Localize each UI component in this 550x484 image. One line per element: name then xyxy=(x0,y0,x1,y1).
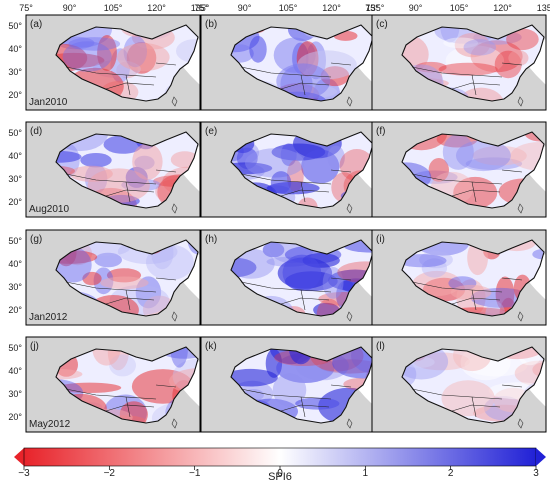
lon-tick-label: 135° xyxy=(191,3,210,13)
lon-tick-label: 105° xyxy=(279,3,298,13)
lat-tick-label: 30° xyxy=(8,282,22,292)
panel-letter: (l) xyxy=(376,341,385,352)
panel-frame xyxy=(371,14,547,111)
panel-letter: (b) xyxy=(205,19,217,30)
map-panel: (e) xyxy=(200,121,376,218)
lat-tick-label: 50° xyxy=(8,128,22,138)
lat-tick-label: 50° xyxy=(8,236,22,246)
panel-letter: (h) xyxy=(205,234,217,245)
lon-tick-label: 135° xyxy=(537,3,550,13)
colorbar-tick-label: −2 xyxy=(104,468,116,479)
panel-letter: (j) xyxy=(30,341,39,352)
panel-letter: (k) xyxy=(205,341,217,352)
panel-letter: (g) xyxy=(30,234,42,245)
panel-date: Jan2012 xyxy=(29,312,68,323)
lat-tick-label: 40° xyxy=(8,366,22,376)
panel-frame xyxy=(371,121,547,218)
colorbar-tick-label: 3 xyxy=(533,468,539,479)
lon-tick-label: 75° xyxy=(19,3,33,13)
colorbar-tick-label: −3 xyxy=(18,468,30,479)
panel-frame xyxy=(25,229,201,326)
panel-letter: (e) xyxy=(205,126,217,137)
lon-tick-label: 75° xyxy=(194,3,208,13)
panel-frame xyxy=(371,336,547,433)
map-panel: (g) Jan2012 50° 40° 30° 20° xyxy=(8,229,201,326)
panel-date: Jan2010 xyxy=(29,97,68,108)
lat-tick-label: 20° xyxy=(8,305,22,315)
lat-tick-label: 20° xyxy=(8,90,22,100)
lon-tick-label: 90° xyxy=(238,3,252,13)
lat-tick-label: 40° xyxy=(8,44,22,54)
panel-letter: (a) xyxy=(30,19,42,30)
map-panel: (f) xyxy=(371,121,547,218)
map-panel: (l) xyxy=(371,336,547,433)
colorbar-right-arrow xyxy=(536,448,546,466)
map-panel: (d) Aug2010 50° 40° 30° 20° xyxy=(8,121,201,218)
lon-tick-label: 120° xyxy=(322,3,341,13)
lat-tick-label: 20° xyxy=(8,197,22,207)
lat-tick-label: 40° xyxy=(8,151,22,161)
colorbar-tick-label: −1 xyxy=(189,468,201,479)
panel-date: May2012 xyxy=(29,419,71,430)
panel-frame xyxy=(371,229,547,326)
panel-letter: (d) xyxy=(30,126,42,137)
lon-tick-label: 90° xyxy=(409,3,423,13)
colorbar-tick-label: 2 xyxy=(448,468,454,479)
lon-tick-label: 75° xyxy=(365,3,379,13)
map-panel: (i) xyxy=(371,229,547,326)
panel-letter: (f) xyxy=(376,126,385,137)
panel-date: Aug2010 xyxy=(29,204,69,215)
map-panel: (a) Jan2010 75° 90° 105° 120° 135° 50° 40° 30° 20° xyxy=(8,3,210,111)
colorbar-left-arrow xyxy=(14,448,24,466)
lon-tick-label: 105° xyxy=(104,3,123,13)
map-panel: (c) 75° 90° 105° 120° 135° xyxy=(365,3,550,111)
colorbar: −3 −2 −1 0 1 2 3 SPI6 xyxy=(14,447,546,483)
map-panel: (k) xyxy=(200,336,376,433)
lat-tick-label: 30° xyxy=(8,174,22,184)
lon-tick-label: 120° xyxy=(493,3,512,13)
panel-letter: (c) xyxy=(376,19,388,30)
colorbar-label: SPI6 xyxy=(268,471,292,483)
panel-frame xyxy=(25,121,201,218)
lat-tick-label: 50° xyxy=(8,343,22,353)
lat-tick-label: 40° xyxy=(8,259,22,269)
lat-tick-label: 50° xyxy=(8,21,22,31)
lat-tick-label: 20° xyxy=(8,412,22,422)
lat-tick-label: 30° xyxy=(8,67,22,77)
lat-tick-label: 30° xyxy=(8,389,22,399)
map-panel: (h) xyxy=(200,229,376,326)
colorbar-tick-label: 0 xyxy=(277,468,283,479)
spi-field xyxy=(401,24,545,107)
map-panel: (j) May2012 50° 40° 30° 20° xyxy=(8,336,201,433)
colorbar-tick-label: 1 xyxy=(363,468,369,479)
lon-tick-label: 90° xyxy=(63,3,77,13)
map-panel: (b) 75° 90° 105° 120° 135° xyxy=(194,3,385,111)
lon-tick-label: 135° xyxy=(366,3,385,13)
lon-tick-label: 120° xyxy=(147,3,166,13)
panel-frame xyxy=(25,14,201,111)
colorbar-bar xyxy=(23,447,537,467)
panel-letter: (i) xyxy=(376,234,385,245)
lon-tick-label: 105° xyxy=(450,3,469,13)
panel-frame xyxy=(25,336,201,433)
